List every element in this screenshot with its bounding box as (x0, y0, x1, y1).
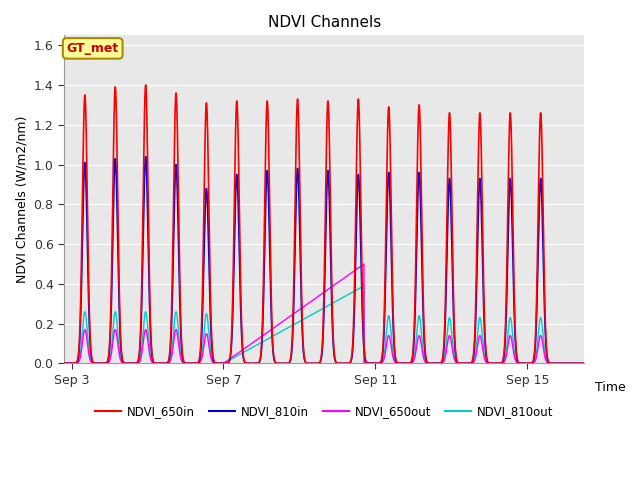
Text: GT_met: GT_met (67, 42, 119, 55)
Y-axis label: NDVI Channels (W/m2/nm): NDVI Channels (W/m2/nm) (15, 116, 28, 283)
Title: NDVI Channels: NDVI Channels (268, 15, 381, 30)
Legend: NDVI_650in, NDVI_810in, NDVI_650out, NDVI_810out: NDVI_650in, NDVI_810in, NDVI_650out, NDV… (90, 401, 558, 423)
Text: Time: Time (595, 382, 625, 395)
